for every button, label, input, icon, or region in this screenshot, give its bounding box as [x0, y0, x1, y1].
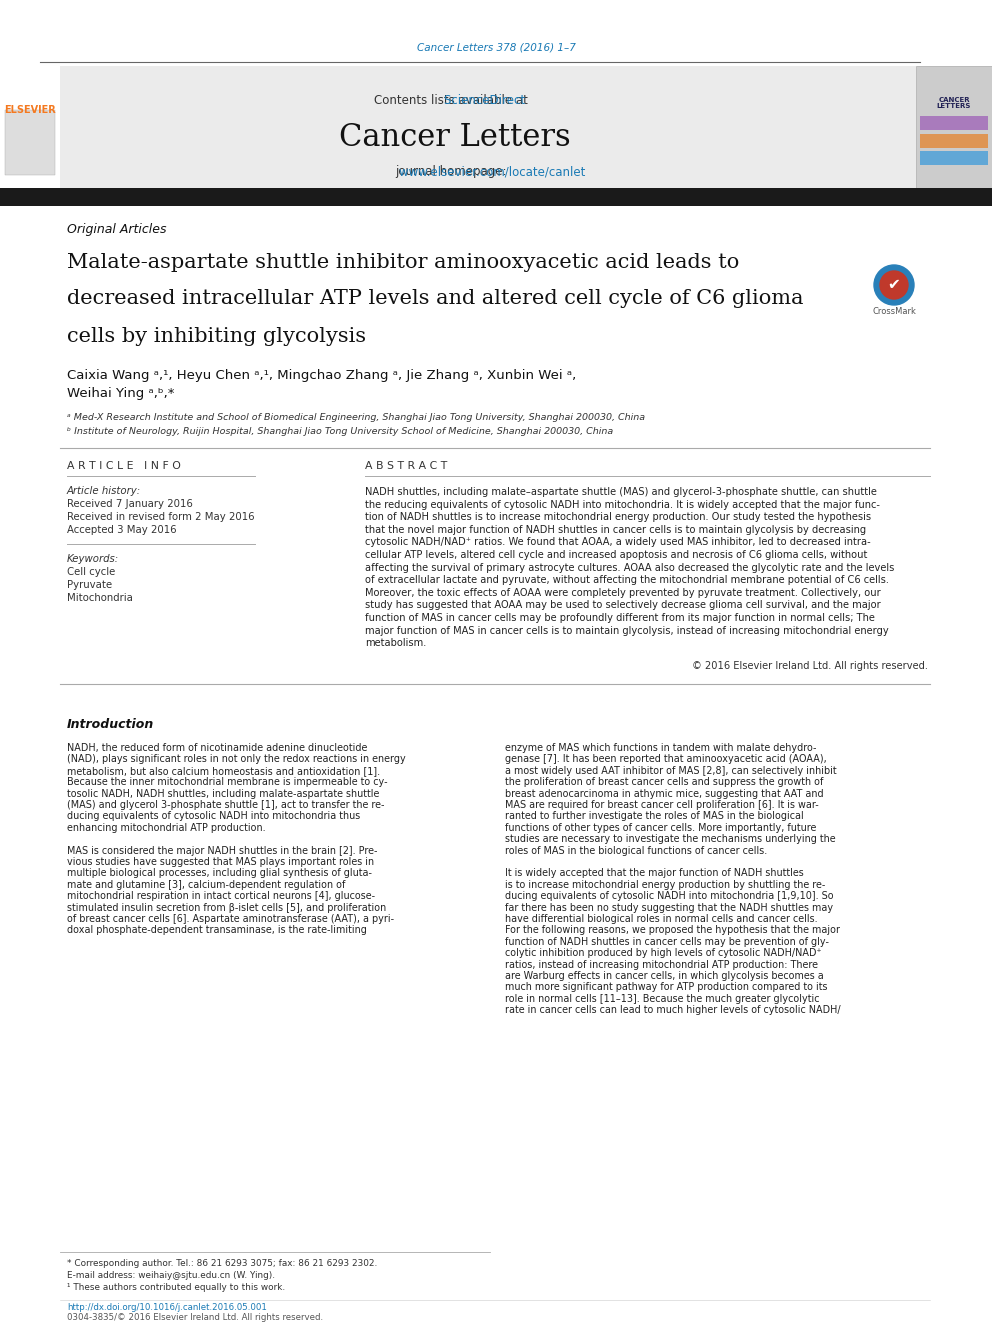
Text: far there has been no study suggesting that the NADH shuttles may: far there has been no study suggesting t… — [505, 902, 833, 913]
Text: Cancer Letters 378 (2016) 1–7: Cancer Letters 378 (2016) 1–7 — [417, 44, 575, 53]
Text: studies are necessary to investigate the mechanisms underlying the: studies are necessary to investigate the… — [505, 835, 835, 844]
Text: tosolic NADH, NADH shuttles, including malate-aspartate shuttle: tosolic NADH, NADH shuttles, including m… — [67, 789, 379, 799]
Text: ratios, instead of increasing mitochondrial ATP production: There: ratios, instead of increasing mitochondr… — [505, 959, 818, 970]
Text: vious studies have suggested that MAS plays important roles in: vious studies have suggested that MAS pl… — [67, 857, 374, 867]
Text: role in normal cells [11–13]. Because the much greater glycolytic: role in normal cells [11–13]. Because th… — [505, 994, 819, 1004]
Text: Keywords:: Keywords: — [67, 554, 119, 564]
Text: study has suggested that AOAA may be used to selectively decrease glioma cell su: study has suggested that AOAA may be use… — [365, 601, 881, 610]
Text: ✔: ✔ — [888, 278, 901, 292]
Text: roles of MAS in the biological functions of cancer cells.: roles of MAS in the biological functions… — [505, 845, 767, 856]
Text: ranted to further investigate the roles of MAS in the biological: ranted to further investigate the roles … — [505, 811, 804, 822]
Text: genase [7]. It has been reported that aminooxyacetic acid (AOAA),: genase [7]. It has been reported that am… — [505, 754, 826, 765]
Text: cytosolic NADH/NAD⁺ ratios. We found that AOAA, a widely used MAS inhibitor, led: cytosolic NADH/NAD⁺ ratios. We found tha… — [365, 537, 871, 548]
Text: have differential biological roles in normal cells and cancer cells.: have differential biological roles in no… — [505, 914, 817, 923]
Text: Because the inner mitochondrial membrane is impermeable to cy-: Because the inner mitochondrial membrane… — [67, 777, 388, 787]
Text: NADH shuttles, including malate–aspartate shuttle (MAS) and glycerol-3-phosphate: NADH shuttles, including malate–aspartat… — [365, 487, 877, 497]
Text: a most widely used AAT inhibitor of MAS [2,8], can selectively inhibit: a most widely used AAT inhibitor of MAS … — [505, 766, 836, 775]
Text: ᵃ Med-X Research Institute and School of Biomedical Engineering, Shanghai Jiao T: ᵃ Med-X Research Institute and School of… — [67, 414, 645, 422]
Text: © 2016 Elsevier Ireland Ltd. All rights reserved.: © 2016 Elsevier Ireland Ltd. All rights … — [692, 662, 928, 671]
Text: that the novel major function of NADH shuttles in cancer cells is to maintain gl: that the novel major function of NADH sh… — [365, 525, 866, 534]
Text: Original Articles: Original Articles — [67, 224, 167, 237]
Bar — [916, 66, 992, 188]
Text: tion of NADH shuttles is to increase mitochondrial energy production. Our study : tion of NADH shuttles is to increase mit… — [365, 512, 871, 523]
Text: decreased intracellular ATP levels and altered cell cycle of C6 glioma: decreased intracellular ATP levels and a… — [67, 290, 804, 308]
Bar — [0, 188, 992, 206]
Text: colytic inhibition produced by high levels of cytosolic NADH/NAD⁺: colytic inhibition produced by high leve… — [505, 949, 821, 958]
Bar — [5, 110, 55, 175]
Text: It is widely accepted that the major function of NADH shuttles: It is widely accepted that the major fun… — [505, 868, 804, 878]
Text: journal homepage:: journal homepage: — [396, 165, 515, 179]
Text: Malate-aspartate shuttle inhibitor aminooxyacetic acid leads to: Malate-aspartate shuttle inhibitor amino… — [67, 253, 739, 271]
Text: Mitochondria: Mitochondria — [67, 593, 133, 603]
Text: breast adenocarcinoma in athymic mice, suggesting that AAT and: breast adenocarcinoma in athymic mice, s… — [505, 789, 823, 799]
Text: ducing equivalents of cytosolic NADH into mitochondria [1,9,10]. So: ducing equivalents of cytosolic NADH int… — [505, 892, 833, 901]
Text: enhancing mitochondrial ATP production.: enhancing mitochondrial ATP production. — [67, 823, 266, 832]
Text: Caixia Wang ᵃ,¹, Heyu Chen ᵃ,¹, Mingchao Zhang ᵃ, Jie Zhang ᵃ, Xunbin Wei ᵃ,: Caixia Wang ᵃ,¹, Heyu Chen ᵃ,¹, Mingchao… — [67, 369, 576, 381]
Text: rate in cancer cells can lead to much higher levels of cytosolic NADH/: rate in cancer cells can lead to much hi… — [505, 1005, 840, 1015]
Text: ᵇ Institute of Neurology, Ruijin Hospital, Shanghai Jiao Tong University School : ᵇ Institute of Neurology, Ruijin Hospita… — [67, 427, 613, 437]
Text: Moreover, the toxic effects of AOAA were completely prevented by pyruvate treatm: Moreover, the toxic effects of AOAA were… — [365, 587, 881, 598]
Circle shape — [874, 265, 914, 306]
Text: http://dx.doi.org/10.1016/j.canlet.2016.05.001: http://dx.doi.org/10.1016/j.canlet.2016.… — [67, 1303, 267, 1312]
Text: metabolism.: metabolism. — [365, 638, 427, 648]
Text: E-mail address: weihaiy@sjtu.edu.cn (W. Ying).: E-mail address: weihaiy@sjtu.edu.cn (W. … — [67, 1271, 275, 1281]
Text: ScienceDirect: ScienceDirect — [385, 94, 526, 106]
Text: function of NADH shuttles in cancer cells may be prevention of gly-: function of NADH shuttles in cancer cell… — [505, 937, 829, 947]
Text: * Corresponding author. Tel.: 86 21 6293 3075; fax: 86 21 6293 2302.: * Corresponding author. Tel.: 86 21 6293… — [67, 1259, 377, 1269]
Bar — [920, 151, 988, 165]
Text: of extracellular lactate and pyruvate, without affecting the mitochondrial membr: of extracellular lactate and pyruvate, w… — [365, 576, 889, 585]
Text: much more significant pathway for ATP production compared to its: much more significant pathway for ATP pr… — [505, 983, 827, 992]
Text: CANCER
LETTERS: CANCER LETTERS — [936, 97, 971, 110]
Text: cells by inhibiting glycolysis: cells by inhibiting glycolysis — [67, 327, 366, 345]
Text: Received in revised form 2 May 2016: Received in revised form 2 May 2016 — [67, 512, 255, 523]
Circle shape — [880, 271, 908, 299]
Text: stimulated insulin secretion from β-islet cells [5], and proliferation: stimulated insulin secretion from β-isle… — [67, 902, 386, 913]
Text: multiple biological processes, including glial synthesis of gluta-: multiple biological processes, including… — [67, 868, 372, 878]
Text: A R T I C L E   I N F O: A R T I C L E I N F O — [67, 460, 181, 471]
Text: function of MAS in cancer cells may be profoundly different from its major funct: function of MAS in cancer cells may be p… — [365, 613, 875, 623]
Text: MAS is considered the major NADH shuttles in the brain [2]. Pre-: MAS is considered the major NADH shuttle… — [67, 845, 378, 856]
Text: major function of MAS in cancer cells is to maintain glycolysis, instead of incr: major function of MAS in cancer cells is… — [365, 626, 889, 635]
Text: the reducing equivalents of cytosolic NADH into mitochondria. It is widely accep: the reducing equivalents of cytosolic NA… — [365, 500, 880, 509]
Text: Accepted 3 May 2016: Accepted 3 May 2016 — [67, 525, 177, 534]
Text: 0304-3835/© 2016 Elsevier Ireland Ltd. All rights reserved.: 0304-3835/© 2016 Elsevier Ireland Ltd. A… — [67, 1314, 323, 1323]
Text: Article history:: Article history: — [67, 486, 141, 496]
Text: Introduction: Introduction — [67, 717, 154, 730]
Text: ducing equivalents of cytosolic NADH into mitochondria thus: ducing equivalents of cytosolic NADH int… — [67, 811, 360, 822]
Text: Contents lists available at: Contents lists available at — [374, 94, 536, 106]
Text: www.elsevier.com/locate/canlet: www.elsevier.com/locate/canlet — [324, 165, 585, 179]
Text: (MAS) and glycerol 3-phosphate shuttle [1], act to transfer the re-: (MAS) and glycerol 3-phosphate shuttle [… — [67, 800, 385, 810]
Text: CrossMark: CrossMark — [872, 307, 916, 315]
Text: mate and glutamine [3], calcium-dependent regulation of: mate and glutamine [3], calcium-dependen… — [67, 880, 345, 890]
Text: Pyruvate: Pyruvate — [67, 579, 112, 590]
Text: For the following reasons, we proposed the hypothesis that the major: For the following reasons, we proposed t… — [505, 925, 840, 935]
Text: (NAD), plays significant roles in not only the redox reactions in energy: (NAD), plays significant roles in not on… — [67, 754, 406, 765]
Text: NADH, the reduced form of nicotinamide adenine dinucleotide: NADH, the reduced form of nicotinamide a… — [67, 744, 367, 753]
Bar — [0, 66, 60, 188]
Bar — [920, 134, 988, 148]
Text: metabolism, but also calcium homeostasis and antioxidation [1].: metabolism, but also calcium homeostasis… — [67, 766, 380, 775]
Text: MAS are required for breast cancer cell proliferation [6]. It is war-: MAS are required for breast cancer cell … — [505, 800, 818, 810]
Text: ELSEVIER: ELSEVIER — [4, 105, 56, 115]
Text: cellular ATP levels, altered cell cycle and increased apoptosis and necrosis of : cellular ATP levels, altered cell cycle … — [365, 550, 867, 560]
Text: functions of other types of cancer cells. More importantly, future: functions of other types of cancer cells… — [505, 823, 816, 832]
Text: is to increase mitochondrial energy production by shuttling the re-: is to increase mitochondrial energy prod… — [505, 880, 825, 890]
Text: of breast cancer cells [6]. Aspartate aminotransferase (AAT), a pyri-: of breast cancer cells [6]. Aspartate am… — [67, 914, 394, 923]
Bar — [60, 66, 916, 188]
Text: ¹ These authors contributed equally to this work.: ¹ These authors contributed equally to t… — [67, 1283, 285, 1293]
Text: A B S T R A C T: A B S T R A C T — [365, 460, 447, 471]
Text: Cancer Letters: Cancer Letters — [339, 123, 570, 153]
Text: mitochondrial respiration in intact cortical neurons [4], glucose-: mitochondrial respiration in intact cort… — [67, 892, 375, 901]
Text: the proliferation of breast cancer cells and suppress the growth of: the proliferation of breast cancer cells… — [505, 777, 823, 787]
Text: enzyme of MAS which functions in tandem with malate dehydro-: enzyme of MAS which functions in tandem … — [505, 744, 816, 753]
Text: Received 7 January 2016: Received 7 January 2016 — [67, 499, 192, 509]
Text: are Warburg effects in cancer cells, in which glycolysis becomes a: are Warburg effects in cancer cells, in … — [505, 971, 823, 980]
Text: Cell cycle: Cell cycle — [67, 568, 115, 577]
Text: affecting the survival of primary astrocyte cultures. AOAA also decreased the gl: affecting the survival of primary astroc… — [365, 562, 895, 573]
Text: Weihai Ying ᵃ,ᵇ,*: Weihai Ying ᵃ,ᵇ,* — [67, 388, 175, 401]
Text: doxal phosphate-dependent transaminase, is the rate-limiting: doxal phosphate-dependent transaminase, … — [67, 925, 367, 935]
Bar — [920, 116, 988, 130]
